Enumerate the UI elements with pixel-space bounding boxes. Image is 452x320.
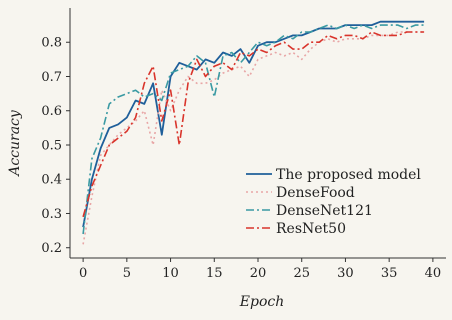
- y-tick-label: 0.2: [41, 241, 62, 256]
- series-line-resnet50: [82, 31, 425, 218]
- legend-label: The proposed model: [276, 167, 421, 183]
- series-layer: [82, 20, 425, 245]
- legend-label: DenseNet121: [276, 203, 373, 219]
- legend-label: ResNet50: [276, 221, 346, 237]
- y-tick-label: 0.6: [41, 104, 62, 119]
- y-tick-label: 0.7: [41, 70, 62, 85]
- x-tick-label: 0: [79, 266, 87, 281]
- x-tick-label: 30: [337, 266, 354, 281]
- legend-label: DenseFood: [276, 185, 355, 201]
- y-tick-label: 0.5: [41, 138, 62, 153]
- x-tick-label: 25: [293, 266, 310, 281]
- y-tick-label: 0.3: [41, 207, 62, 222]
- y-tick-label: 0.8: [41, 36, 62, 51]
- y-tick-label: 0.4: [41, 173, 62, 188]
- x-tick-label: 10: [162, 266, 179, 281]
- legend: The proposed model DenseFood DenseNet121 Re…: [246, 167, 421, 237]
- x-tick-label: 20: [250, 266, 267, 281]
- x-tick-label: 15: [206, 266, 223, 281]
- y-axis-title: Accuracy: [7, 109, 23, 178]
- series-line-densenet121: [82, 24, 425, 235]
- x-tick-label: 35: [381, 266, 398, 281]
- series-line-densefood: [82, 31, 425, 245]
- x-axis-title: Epoch: [239, 294, 284, 310]
- x-tick-label: 40: [425, 266, 442, 281]
- x-tick-label: 5: [123, 266, 131, 281]
- axes: 0 5 10 15 20 25 30 35 40 0.2 0.3 0.4 0.5 0.6 0.7 0.8: [41, 8, 446, 281]
